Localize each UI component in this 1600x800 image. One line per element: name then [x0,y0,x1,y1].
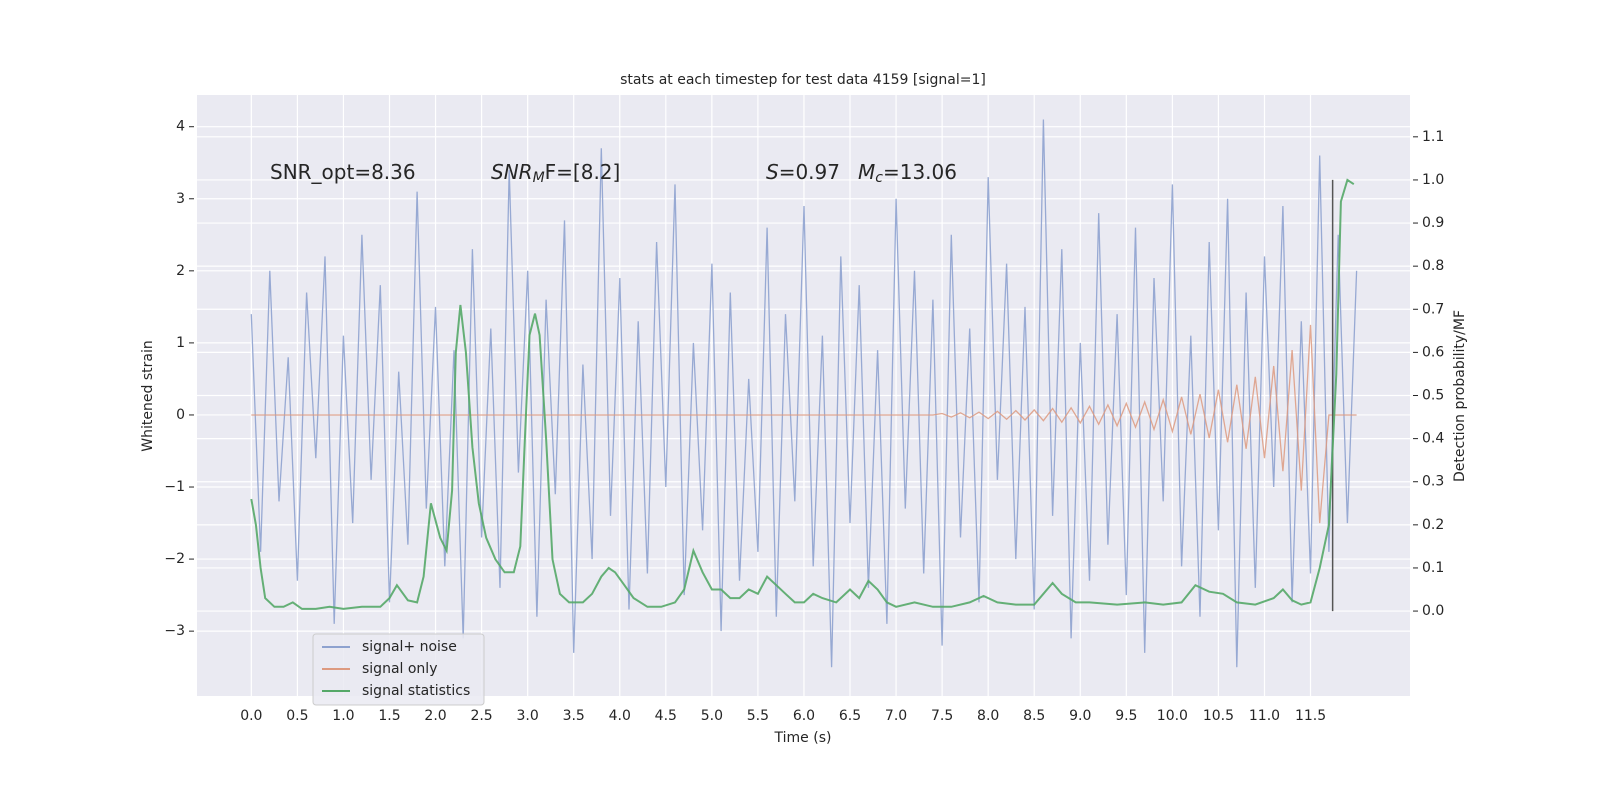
annotation-part: =0.97 [779,160,840,184]
y-axis-label: Whitened strain [140,340,156,451]
x-tick-label: 9.5 [1115,708,1137,724]
x-tick-label: 2.5 [470,708,492,724]
x-tick-label: 7.5 [931,708,953,724]
x-tick-label: 5.0 [701,708,723,724]
y2-tick-label: 0.6 [1422,344,1444,360]
annotation-part: M [533,170,545,186]
y2-tick-label: 0.0 [1422,603,1444,619]
x-tick-label: 3.5 [563,708,585,724]
y2-tick-label: 1.0 [1422,172,1444,188]
y-tick-label: 4 [176,119,185,135]
x-tick-label: 9.0 [1069,708,1091,724]
annotation: SNR_opt=8.36 [270,160,416,184]
y2-tick-label: 0.1 [1422,560,1444,576]
annotation: S=0.97 [766,160,840,184]
x-tick-label: 6.5 [839,708,861,724]
x-tick-label: 6.0 [793,708,815,724]
x-tick-label: 1.5 [378,708,400,724]
x-tick-label: 1.0 [332,708,354,724]
x-axis-label: Time (s) [774,730,832,746]
y2-tick-label: 0.8 [1422,258,1444,274]
annotation-part: SNR [491,160,533,184]
legend-label: signal only [362,661,437,677]
legend-label: signal+ noise [362,639,457,655]
y-tick-label: −1 [164,479,185,495]
legend: signal+ noise signal only signal statistic… [312,633,485,706]
x-tick-label: 8.5 [1023,708,1045,724]
x-tick-label: 10.5 [1203,708,1234,724]
ticks: 0.0 0.5 1.0 1.5 2.0 2.5 3.0 3.5 4.0 4.5 5.0 5.5 6.0 6… [164,119,1444,724]
legend-label: signal statistics [362,683,470,699]
annotation-part: SNR_opt=8.36 [270,160,416,184]
x-tick-label: 10.0 [1157,708,1188,724]
annotation-part: F=[8.2] [545,160,621,184]
y2-tick-label: 0.5 [1422,388,1444,404]
x-tick-label: 8.0 [977,708,999,724]
x-tick-label: 0.5 [286,708,308,724]
annotation: Mc=13.06 [858,160,957,187]
y2-tick-label: 0.9 [1422,215,1444,231]
y-tick-label: −3 [164,623,185,639]
y-tick-label: 1 [176,335,185,351]
y-tick-label: 0 [176,407,185,423]
annotation-part: S [766,160,779,184]
x-tick-label: 4.5 [655,708,677,724]
x-tick-label: 7.0 [885,708,907,724]
annotation-part: M [858,160,875,184]
series-line [250,119,1358,668]
annotation: SNRMF=[8.2] [491,160,620,187]
x-tick-label: 11.5 [1295,708,1326,724]
x-tick-label: 3.0 [517,708,539,724]
marks [250,119,1358,668]
series-line [251,324,1357,524]
series-line [250,178,1355,610]
y2-tick-label: 0.7 [1422,301,1444,317]
y-tick-label: 3 [176,191,185,207]
x-tick-label: 4.0 [609,708,631,724]
y2-tick-label: 0.2 [1422,517,1444,533]
chart-title: stats at each timestep for test data 415… [620,72,986,88]
annotation-part: c [875,170,883,186]
x-tick-label: 0.0 [240,708,262,724]
annotation-part: =13.06 [883,160,957,184]
y2-tick-label: 1.1 [1422,129,1444,145]
grid [197,95,1410,696]
legend-box [312,633,485,706]
y2-tick-label: 0.3 [1422,474,1444,490]
y2-tick-label: 0.4 [1422,431,1444,447]
y2-axis-label: Detection probability/MF [1452,310,1468,482]
y-tick-label: −2 [164,551,185,567]
x-tick-label: 2.0 [424,708,446,724]
x-tick-label: 5.5 [747,708,769,724]
x-tick-label: 11.0 [1249,708,1280,724]
y-tick-label: 2 [176,263,185,279]
